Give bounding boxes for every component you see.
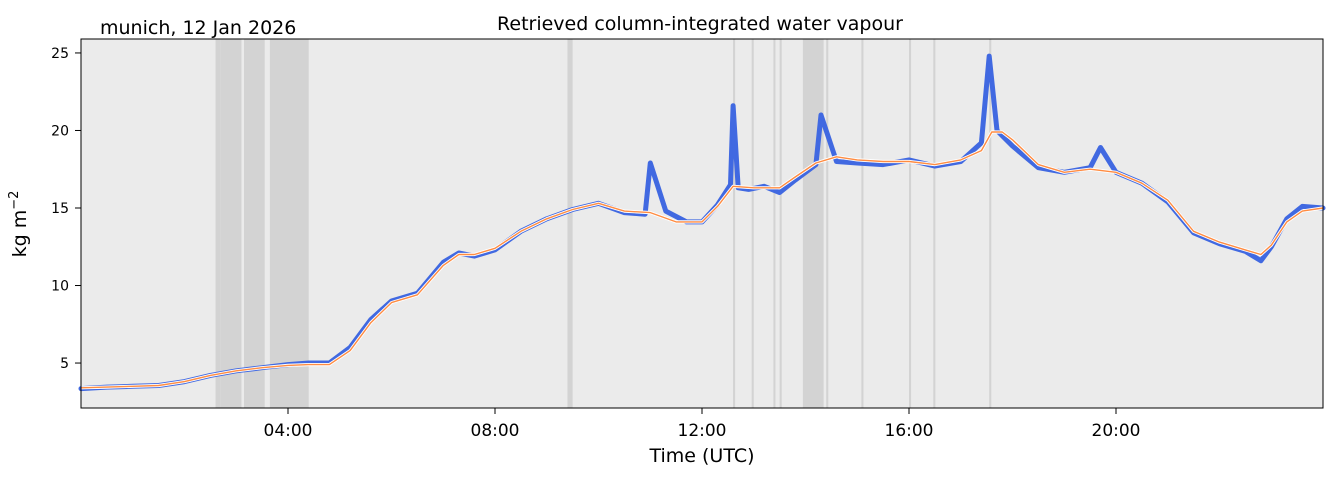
flagged-interval xyxy=(269,39,309,408)
flagged-interval xyxy=(861,39,864,408)
flagged-interval-shading xyxy=(215,39,992,408)
flagged-interval xyxy=(244,39,265,408)
raw-retrieval-series-core xyxy=(80,55,1324,390)
flagged-interval xyxy=(773,39,776,408)
flagged-interval xyxy=(567,39,573,408)
y-axis-label-exponent: −2 xyxy=(7,191,22,210)
x-tick-label: 20:00 xyxy=(1092,421,1141,441)
y-axis: 5 10 15 20 25 xyxy=(51,46,81,372)
flagged-interval xyxy=(733,39,736,408)
y-tick-label: 25 xyxy=(51,46,69,62)
x-axis-label: Time (UTC) xyxy=(648,445,754,467)
y-tick-label: 5 xyxy=(60,356,69,372)
flagged-interval xyxy=(215,39,221,408)
chart-title: Retrieved column-integrated water vapour xyxy=(497,13,903,35)
flagged-interval xyxy=(989,39,992,408)
flagged-interval xyxy=(220,39,242,408)
flagged-interval xyxy=(802,39,824,408)
x-tick-label: 12:00 xyxy=(678,421,727,441)
x-axis: 04:00 08:00 12:00 16:00 20:00 xyxy=(264,408,1141,441)
location-date-label: munich, 12 Jan 2026 xyxy=(100,17,296,39)
y-tick-label: 15 xyxy=(51,201,69,217)
flagged-interval xyxy=(933,39,936,408)
flagged-interval xyxy=(751,39,754,408)
flagged-interval xyxy=(826,39,829,408)
x-tick-label: 08:00 xyxy=(471,421,520,441)
series-layer xyxy=(78,53,1326,392)
y-tick-label: 20 xyxy=(51,123,69,139)
flagged-interval xyxy=(909,39,912,408)
y-tick-label: 10 xyxy=(51,279,69,295)
flagged-interval xyxy=(779,39,782,408)
y-axis-label-unit: kg m xyxy=(9,210,31,258)
x-tick-label: 04:00 xyxy=(264,421,313,441)
x-tick-label: 16:00 xyxy=(885,421,934,441)
y-axis-label: kg m−2 xyxy=(7,191,31,258)
smoothed-series xyxy=(80,131,1324,389)
